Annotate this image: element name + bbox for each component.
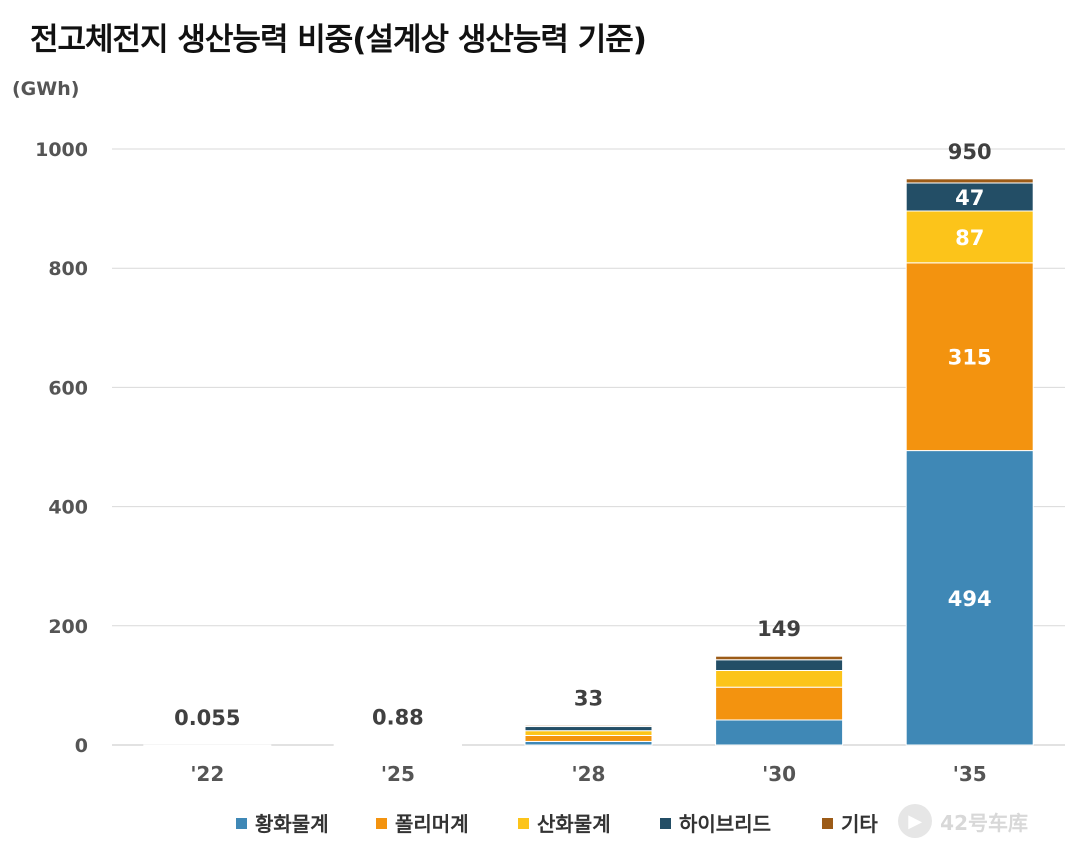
segment-value-label: 494 — [948, 587, 992, 611]
bars: 494 315 87 47 — [143, 178, 1034, 747]
bar-segment — [905, 450, 1034, 746]
legend-swatch — [376, 818, 387, 829]
legend-item: 기타 — [822, 812, 878, 836]
legend-item: 폴리머계 — [376, 812, 469, 836]
y-axis-unit-label: (GWh) — [12, 78, 79, 100]
bar-segment — [524, 724, 653, 728]
legend-label: 황화물계 — [255, 812, 329, 836]
legend-swatch — [660, 818, 671, 829]
legend-item: 산화물계 — [518, 812, 611, 836]
bar-segment — [524, 730, 653, 736]
bar-segment — [524, 734, 653, 742]
total-value-label: 149 — [757, 617, 801, 641]
segment-value-label: 87 — [955, 226, 984, 250]
bar-segment — [715, 670, 844, 688]
total-value-label: 0.055 — [174, 706, 240, 730]
x-tick-label: '35 — [953, 762, 987, 786]
legend-item: 하이브리드 — [660, 812, 771, 836]
y-tick-label: 1000 — [35, 139, 88, 161]
bar-segment — [905, 210, 1034, 264]
legend-item: 황화물계 — [236, 812, 329, 836]
total-value-label: 33 — [574, 686, 603, 710]
bar-segment — [715, 655, 844, 661]
bar-segment — [905, 182, 1034, 212]
y-tick-label: 0 — [75, 735, 88, 757]
segment-value-label: 47 — [955, 186, 984, 210]
legend-label: 기타 — [841, 812, 878, 836]
legend: 황화물계 폴리머계 산화물계 하이브리드 기타 — [236, 812, 878, 836]
bar-segment — [333, 743, 462, 746]
bar-segment — [905, 262, 1034, 452]
watermark: ▶ 42号车库 — [898, 804, 1028, 838]
segment-value-label: 315 — [948, 346, 992, 370]
watermark-text: 42号车库 — [940, 810, 1028, 835]
x-tick-label: '25 — [381, 762, 415, 786]
x-axis-ticks: '22 '25 '28 '30 '35 — [190, 762, 986, 786]
total-labels: 0.055 0.88 33 149 950 — [174, 140, 992, 730]
x-tick-label: '22 — [190, 762, 224, 786]
legend-swatch — [518, 818, 529, 829]
legend-label: 산화물계 — [537, 812, 611, 836]
bar-segment — [524, 740, 653, 746]
legend-label: 폴리머계 — [395, 812, 469, 836]
bar-segment — [715, 686, 844, 721]
bar-segment — [715, 659, 844, 671]
bar-segment — [143, 744, 272, 747]
legend-swatch — [236, 818, 247, 829]
total-value-label: 950 — [948, 140, 992, 164]
y-tick-label: 600 — [48, 377, 88, 399]
logo-icon: ▶ — [898, 804, 933, 838]
y-axis-ticks: 0 200 400 600 800 1000 — [35, 139, 88, 757]
bar-segment — [524, 726, 653, 732]
y-tick-label: 400 — [48, 497, 88, 519]
bar-segment — [715, 719, 844, 746]
y-tick-label: 200 — [48, 616, 88, 638]
x-tick-label: '30 — [762, 762, 796, 786]
bar-segment — [905, 178, 1034, 184]
y-tick-label: 800 — [48, 258, 88, 280]
legend-label: 하이브리드 — [679, 812, 771, 836]
chart-title: 전고체전지 생산능력 비중(설계상 생산능력 기준) — [30, 22, 647, 58]
total-value-label: 0.88 — [372, 705, 424, 729]
legend-swatch — [822, 818, 833, 829]
x-tick-label: '28 — [572, 762, 606, 786]
